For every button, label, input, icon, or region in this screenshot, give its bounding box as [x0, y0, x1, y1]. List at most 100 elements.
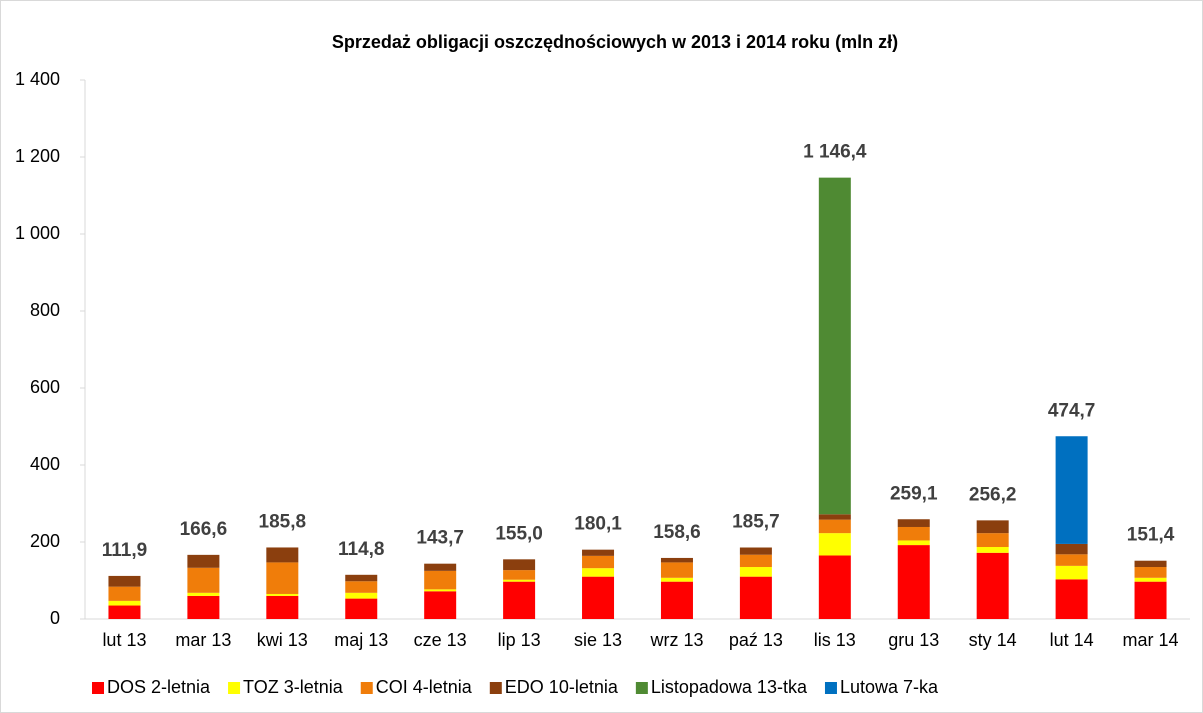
legend-label: COI 4-letnia: [376, 677, 473, 697]
bar-segment: [345, 574, 378, 582]
bar-segment: [266, 547, 299, 563]
x-tick-label: lis 13: [814, 630, 856, 650]
bar-segment: [187, 554, 220, 568]
total-label: 155,0: [495, 523, 543, 544]
total-label: 256,2: [969, 484, 1017, 505]
x-tick-label: lut 14: [1050, 630, 1094, 650]
total-label: 151,4: [1127, 525, 1175, 546]
legend-label: EDO 10-letnia: [505, 677, 619, 697]
bar-segment: [424, 589, 457, 592]
bar-segment: [424, 591, 457, 619]
bar-segment: [739, 576, 772, 619]
legend-swatch: [360, 682, 373, 694]
bar-segment: [503, 570, 536, 580]
bar-segment: [818, 177, 851, 515]
bar-segment: [976, 552, 1009, 619]
bar-segment: [976, 533, 1009, 548]
legend-label: Listopadowa 13-tka: [651, 677, 808, 697]
bar-segment: [582, 549, 615, 556]
legend-swatch: [824, 682, 837, 694]
bar-segment: [187, 567, 220, 593]
bar-segment: [660, 557, 693, 563]
x-tick-label: mar 13: [175, 630, 231, 650]
bar-segment: [582, 555, 615, 569]
x-tick-label: cze 13: [414, 630, 467, 650]
x-tick-label: gru 13: [888, 630, 939, 650]
bar-segment: [739, 547, 772, 555]
bar-segment: [1134, 567, 1167, 578]
bar-segment: [1134, 560, 1167, 568]
bar-segment: [976, 547, 1009, 553]
x-tick-label: paź 13: [729, 630, 783, 650]
chart-title: Sprzedaż obligacji oszczędnościowych w 2…: [332, 32, 898, 52]
x-tick-label: lip 13: [498, 630, 541, 650]
y-tick-label: 1 000: [15, 223, 60, 243]
y-tick-label: 0: [50, 608, 60, 628]
bar-segment: [345, 598, 378, 619]
legend-label: DOS 2-letnia: [107, 677, 211, 697]
total-label: 1 146,4: [803, 142, 867, 163]
bar-segment: [1055, 579, 1088, 619]
total-label: 166,6: [180, 519, 228, 540]
bar-segment: [1055, 565, 1088, 580]
legend-swatch: [489, 682, 502, 694]
bar-segment: [897, 545, 930, 619]
bar-segment: [108, 605, 141, 619]
total-label: 185,7: [732, 512, 780, 533]
y-tick-label: 1 400: [15, 69, 60, 89]
bar-segment: [345, 592, 378, 599]
bar-segment: [345, 581, 378, 593]
bar-segment: [266, 562, 299, 594]
total-label: 143,7: [416, 528, 464, 549]
x-tick-label: sie 13: [574, 630, 622, 650]
bar-segment: [582, 576, 615, 619]
bar-segment: [503, 579, 536, 582]
total-label: 158,6: [653, 522, 701, 543]
bar-segment: [1134, 581, 1167, 619]
legend-swatch: [635, 682, 648, 694]
bar-segment: [108, 600, 141, 606]
legend-label: TOZ 3-letnia: [243, 677, 344, 697]
bar-segment: [187, 592, 220, 596]
legend-label: Lutowa 7-ka: [840, 677, 939, 697]
bar-segment: [424, 563, 457, 571]
total-label: 180,1: [574, 514, 622, 535]
bar-segment: [1055, 436, 1088, 544]
bar-segment: [108, 575, 141, 587]
bar-segment: [503, 559, 536, 571]
bar-segment: [266, 593, 299, 596]
x-tick-label: wrz 13: [649, 630, 703, 650]
bar-segment: [739, 554, 772, 568]
bar-segment: [818, 514, 851, 520]
bar-segment: [1134, 577, 1167, 582]
bar-segment: [818, 555, 851, 619]
bar-segment: [266, 595, 299, 619]
total-label: 474,7: [1048, 400, 1096, 421]
bar-segment: [660, 577, 693, 582]
x-tick-label: sty 14: [969, 630, 1017, 650]
bar-segment: [503, 581, 536, 619]
bar-segment: [897, 540, 930, 546]
bar-segment: [1055, 554, 1088, 566]
bar-segment: [976, 520, 1009, 534]
bar-segment: [187, 595, 220, 619]
bar-segment: [1055, 543, 1088, 555]
bar-segment: [818, 519, 851, 534]
x-tick-label: mar 14: [1123, 630, 1179, 650]
legend-swatch: [228, 682, 241, 694]
y-tick-label: 600: [30, 377, 60, 397]
total-label: 259,1: [890, 483, 938, 504]
bar-segment: [897, 519, 930, 527]
bar-segment: [897, 526, 930, 541]
total-label: 114,8: [338, 539, 385, 560]
y-tick-label: 400: [30, 454, 60, 474]
y-tick-label: 800: [30, 300, 60, 320]
bar-segment: [739, 567, 772, 577]
y-tick-label: 1 200: [15, 146, 60, 166]
bar-segment: [660, 581, 693, 619]
bar-segment: [424, 570, 457, 590]
y-tick-label: 200: [30, 531, 60, 551]
total-label: 111,9: [102, 540, 147, 561]
bar-segment: [108, 586, 141, 601]
